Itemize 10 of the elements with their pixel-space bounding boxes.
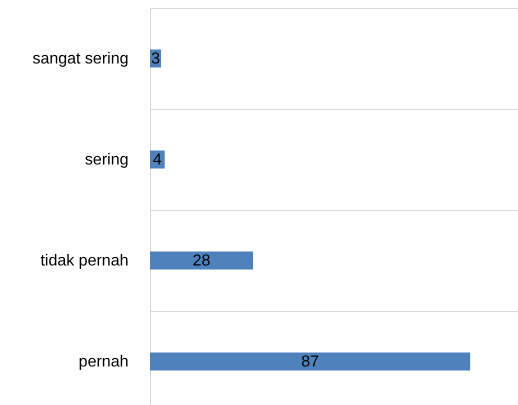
y-tick-label: sering (84, 152, 128, 168)
y-tick-label: sangat sering (32, 50, 128, 68)
bar (150, 352, 470, 370)
bar (150, 252, 254, 270)
data-label: 87 (301, 354, 320, 370)
data-label: 28 (192, 252, 211, 270)
y-tick-label: pernah (78, 354, 128, 370)
data-label: 3 (151, 50, 160, 68)
data-label: 4 (152, 152, 162, 168)
y-tick-label: tidak pernah (40, 252, 128, 270)
